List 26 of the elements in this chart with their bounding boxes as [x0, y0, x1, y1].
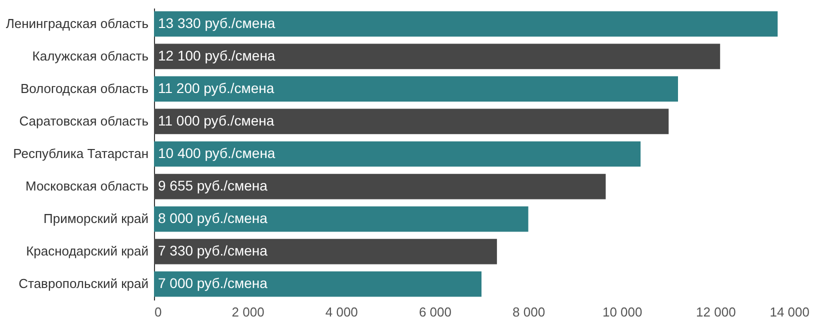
data-label: 12 100 руб./смена: [158, 47, 276, 64]
data-label: 10 400 руб./смена: [158, 145, 276, 161]
x-tick-label: 14 000: [770, 304, 810, 320]
data-label: 9 655 руб./смена: [158, 178, 268, 194]
data-label: 11 000 руб./смена: [158, 112, 274, 128]
data-label: 7 000 руб./смена: [158, 275, 268, 292]
y-tick-label: Республика Татарстан: [13, 146, 148, 161]
data-label: 8 000 руб./смена: [158, 210, 268, 226]
data-label: 11 200 руб./смена: [158, 80, 274, 96]
y-tick-label: Саратовская область: [19, 113, 149, 128]
y-tick-label: Вологодская область: [20, 80, 149, 96]
y-tick-label: Ставропольский край: [18, 276, 148, 292]
y-tick-label: Краснодарский край: [26, 244, 148, 259]
data-label: 7 330 руб./смена: [158, 242, 268, 259]
y-tick-label: Московская область: [25, 178, 149, 194]
x-tick-label: 0: [154, 304, 162, 320]
data-label: 13 330 руб./смена: [158, 14, 276, 31]
x-tick-label: 4 000: [325, 304, 358, 320]
y-tick-label: Приморский край: [44, 211, 148, 226]
y-tick-label: Калужская область: [32, 48, 149, 64]
y-tick-label: Ленинградская область: [6, 16, 149, 31]
x-tick-label: 12 000: [696, 304, 736, 320]
x-tick-label: 6 000: [418, 304, 452, 320]
x-tick-label: 8 000: [512, 304, 546, 320]
x-tick-label: 2 000: [232, 304, 264, 320]
x-tick-label: 10 000: [602, 304, 642, 320]
